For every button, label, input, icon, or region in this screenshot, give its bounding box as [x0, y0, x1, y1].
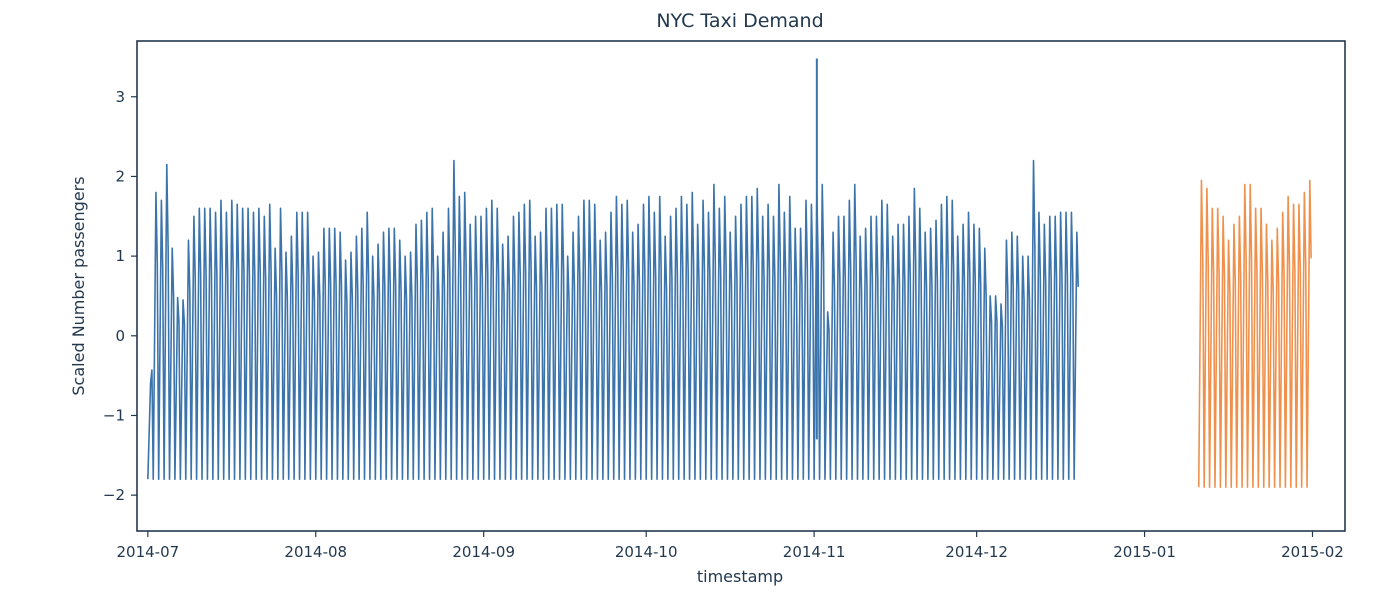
y-tick-label: 1: [115, 247, 125, 265]
plot-frame: [136, 40, 1346, 532]
y-tick-label: 2: [115, 167, 125, 185]
x-tick-label: 2014-07: [116, 543, 179, 561]
x-tick-label: 2014-10: [615, 543, 678, 561]
x-axis: 2014-07 2014-08 2014-09 2014-10 2014-11 2014-…: [116, 531, 1344, 561]
x-tick-label: 2014-08: [284, 543, 347, 561]
y-axis-label: Scaled Number passengers: [69, 176, 88, 395]
y-tick-label: −2: [103, 486, 125, 504]
x-tick-label: 2014-09: [452, 543, 515, 561]
y-axis: −2 −1 0 1 2 3: [103, 88, 137, 504]
y-tick-label: 3: [115, 88, 125, 106]
x-tick-label: 2015-01: [1113, 543, 1176, 561]
y-tick-label: −1: [103, 406, 125, 424]
x-axis-label: timestamp: [697, 567, 783, 586]
x-tick-label: 2014-11: [783, 543, 846, 561]
x-tick-label: 2015-02: [1281, 543, 1344, 561]
chart-title: NYC Taxi Demand: [656, 10, 823, 32]
plot-area: [147, 58, 1312, 488]
y-tick-label: 0: [115, 327, 125, 345]
series-1-line: [147, 159, 1080, 481]
series-2-line: [1197, 179, 1312, 488]
x-tick-label: 2014-12: [945, 543, 1008, 561]
